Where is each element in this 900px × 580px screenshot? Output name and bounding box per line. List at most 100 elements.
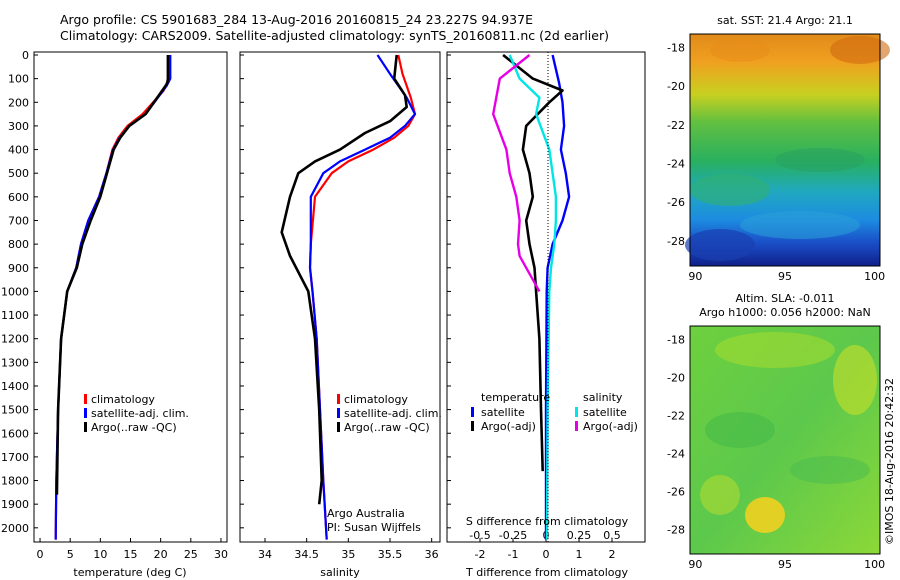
sla-map-frame — [689, 325, 881, 555]
legend-heading-salinity: salinity — [583, 391, 623, 404]
legend-swatch-argo — [337, 422, 340, 432]
sst-map-frame — [689, 33, 881, 267]
argo-australia-note: Argo Australia — [327, 507, 405, 520]
depth-tick-label: 600 — [8, 191, 29, 204]
map-y-tick-label: -18 — [667, 42, 685, 55]
x-tick-label: 25 — [184, 548, 198, 561]
difference-legend: temperature salinity satellite Argo(-adj… — [471, 391, 638, 433]
x-tick-label: 36 — [425, 548, 439, 561]
series-line-temperature-argo-adj- — [502, 53, 564, 472]
temperature-xlabel: temperature (deg C) — [73, 566, 186, 579]
series-line-satellite-adj-clim- — [54, 55, 172, 540]
map-x-tick-label: 100 — [864, 270, 885, 283]
map-y-tick-label: -20 — [667, 371, 685, 384]
figure-title-line1: Argo profile: CS 5901683_284 13-Aug-2016… — [60, 12, 533, 27]
s-difference-xlabel: S difference from climatology — [466, 515, 629, 528]
temperature-legend: climatology satellite-adj. clim. Argo(..… — [84, 393, 189, 434]
s-diff-tick-label: -0.25 — [499, 529, 527, 542]
legend-heading-temperature: temperature — [481, 391, 550, 404]
depth-tick-label: 1100 — [1, 309, 29, 322]
depth-tick-label: 500 — [8, 167, 29, 180]
depth-tick-label: 700 — [8, 214, 29, 227]
imos-credit: ©IMOS 18-Aug-2016 20:42:32 — [883, 378, 896, 545]
sla-map-title-line1: Altim. SLA: -0.011 — [735, 292, 834, 305]
legend-label-climatology: climatology — [91, 393, 155, 406]
legend-swatch-s-argo — [575, 421, 578, 431]
map-x-tick-label: 100 — [864, 558, 885, 571]
depth-tick-label: 900 — [8, 262, 29, 275]
x-tick-label: 10 — [93, 548, 107, 561]
series-line-climatology — [308, 54, 417, 540]
salinity-panel-frame — [239, 51, 441, 543]
series-line-salinity-satellite — [508, 54, 558, 540]
legend-label-climatology: climatology — [344, 393, 408, 406]
map-y-tick-label: -28 — [667, 523, 685, 536]
x-tick-label: -2 — [475, 548, 486, 561]
depth-tick-label: 200 — [8, 96, 29, 109]
legend-label-satellite-adj: satellite-adj. clim. — [91, 407, 189, 420]
series-line-argo-raw-qc- — [280, 54, 408, 505]
t-difference-xlabel: T difference from climatology — [465, 566, 628, 579]
map-x-tick-label: 95 — [778, 558, 792, 571]
depth-tick-label: 1300 — [1, 356, 29, 369]
map-x-tick-label: 90 — [688, 558, 702, 571]
legend-label-argo: Argo(..raw -QC) — [344, 421, 430, 434]
sst-map-title: sat. SST: 21.4 Argo: 21.1 — [717, 14, 853, 27]
depth-tick-label: 1500 — [1, 404, 29, 417]
map-y-tick-label: -22 — [667, 409, 685, 422]
depth-tick-label: 1200 — [1, 333, 29, 346]
depth-tick-label: 2000 — [1, 522, 29, 535]
x-tick-label: 20 — [154, 548, 168, 561]
pi-note: PI: Susan Wijffels — [327, 521, 421, 534]
salinity-xlabel: salinity — [320, 566, 360, 579]
depth-tick-label: 1600 — [1, 427, 29, 440]
map-y-tick-label: -20 — [667, 80, 685, 93]
s-diff-tick-label: 0.25 — [567, 529, 592, 542]
depth-tick-label: 1800 — [1, 475, 29, 488]
s-diff-tick-label: -0.5 — [469, 529, 490, 542]
map-y-tick-label: -26 — [667, 485, 685, 498]
series-line-salinity-argo-adj- — [492, 54, 541, 292]
map-y-tick-label: -28 — [667, 235, 685, 248]
series-line-climatology — [54, 54, 171, 540]
map-y-tick-label: -24 — [667, 158, 685, 171]
legend-label-s-argo: Argo(-adj) — [583, 420, 638, 433]
map-y-tick-label: -18 — [667, 333, 685, 346]
x-tick-label: -1 — [508, 548, 519, 561]
depth-tick-label: 1700 — [1, 451, 29, 464]
legend-label-argo: Argo(..raw -QC) — [91, 421, 177, 434]
s-diff-tick-label: 0.5 — [603, 529, 621, 542]
x-tick-label: 1 — [576, 548, 583, 561]
depth-tick-label: 1900 — [1, 498, 29, 511]
map-y-tick-label: -26 — [667, 196, 685, 209]
legend-label-s-satellite: satellite — [583, 406, 627, 419]
salinity-legend: climatology satellite-adj. clim. Argo(..… — [327, 393, 442, 534]
series-line-temperature-satellite — [544, 54, 571, 540]
x-tick-label: 15 — [124, 548, 138, 561]
x-tick-label: 2 — [609, 548, 616, 561]
x-tick-label: 34.5 — [294, 548, 319, 561]
sst-heatmap-texture — [685, 36, 890, 261]
x-tick-label: 34 — [258, 548, 272, 561]
legend-label-t-satellite: satellite — [481, 406, 525, 419]
legend-label-t-argo: Argo(-adj) — [481, 420, 536, 433]
sla-map-title-line2: Argo h1000: 0.056 h2000: NaN — [699, 306, 871, 319]
map-x-tick-label: 90 — [688, 270, 702, 283]
map-y-tick-label: -24 — [667, 447, 685, 460]
sla-heatmap-texture — [700, 332, 877, 533]
legend-swatch-s-satellite — [575, 407, 578, 417]
legend-swatch-satellite-adj — [84, 408, 87, 418]
depth-tick-label: 100 — [8, 73, 29, 86]
x-tick-label: 5 — [67, 548, 74, 561]
map-x-tick-label: 95 — [778, 270, 792, 283]
depth-tick-label: 1400 — [1, 380, 29, 393]
legend-swatch-argo — [84, 422, 87, 432]
legend-swatch-climatology — [84, 394, 87, 404]
depth-tick-label: 800 — [8, 238, 29, 251]
legend-swatch-climatology — [337, 394, 340, 404]
x-tick-label: 30 — [214, 548, 228, 561]
depth-tick-label: 400 — [8, 144, 29, 157]
figure-title-line2: Climatology: CARS2009. Satellite-adjuste… — [60, 28, 609, 43]
depth-tick-label: 300 — [8, 120, 29, 133]
